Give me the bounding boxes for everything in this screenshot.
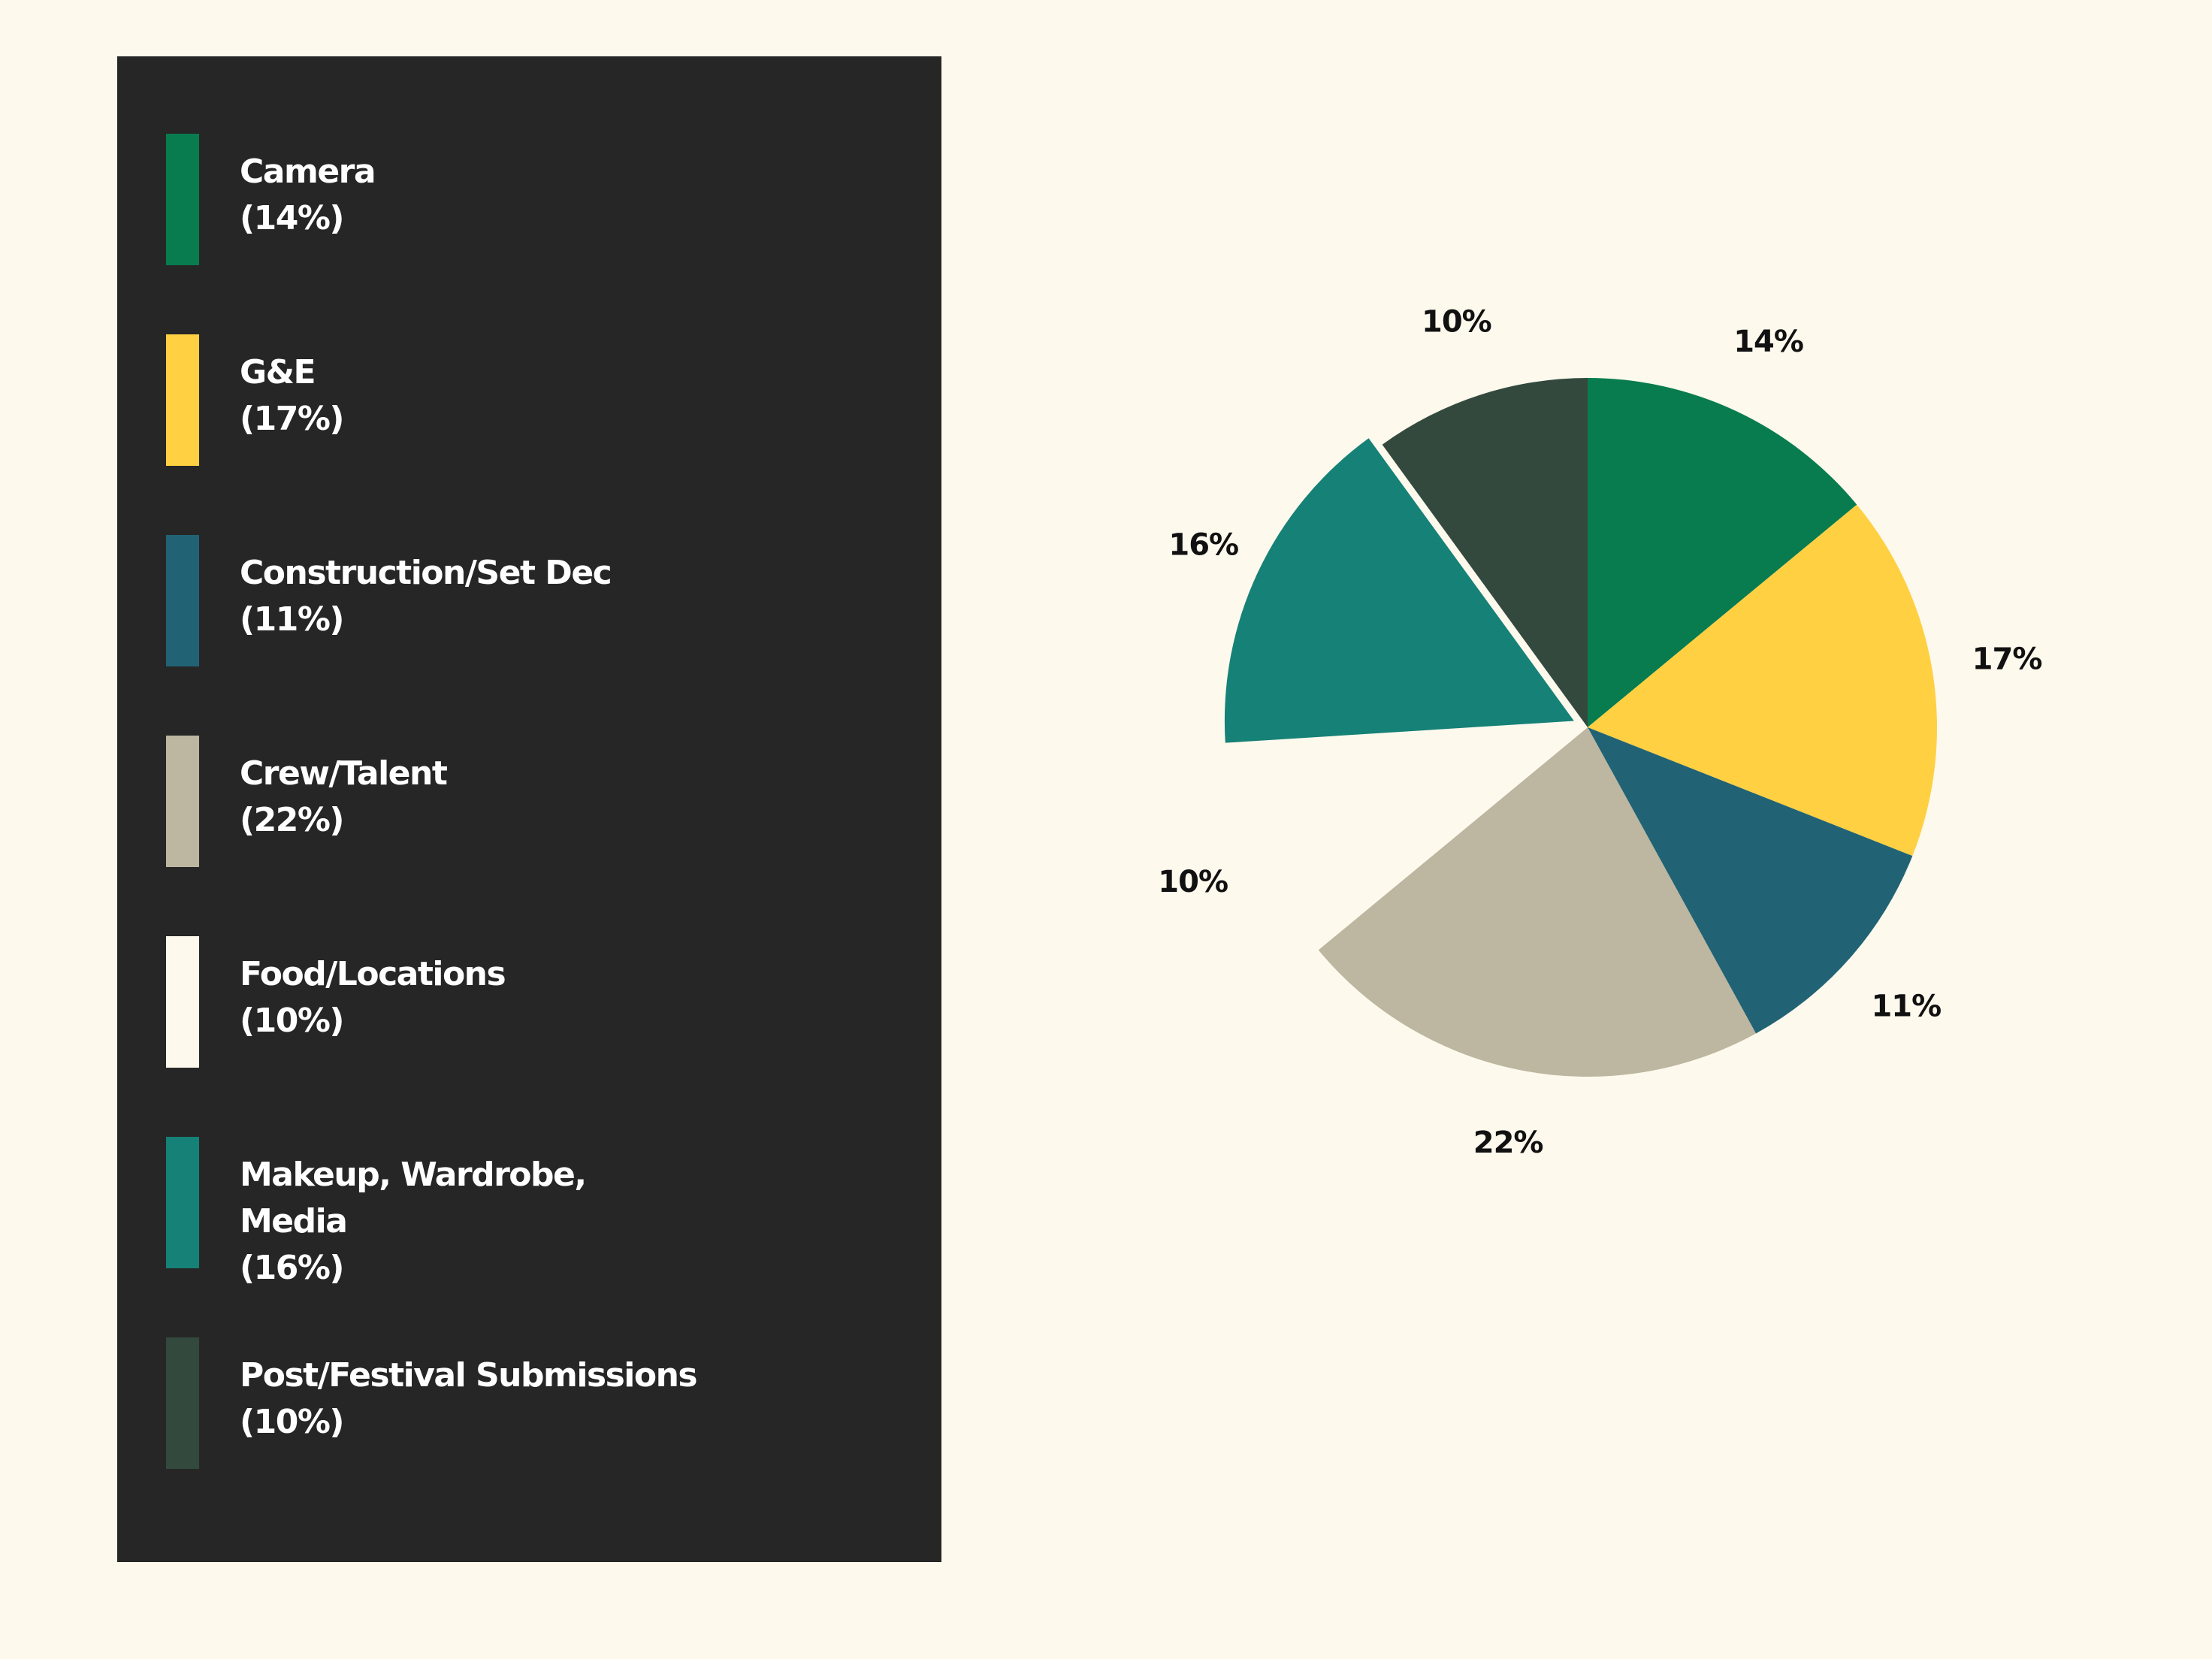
legend-label: G&E (17%) — [240, 349, 901, 443]
legend-percent: (11%) — [240, 600, 345, 639]
legend-percent: (10%) — [240, 1403, 345, 1441]
legend-panel: Camera (14%) G&E (17%) Construction/Set Dec(… — [117, 56, 941, 1562]
legend-label: Camera (14%) — [240, 149, 901, 242]
pie-slice-g-e — [1588, 504, 1937, 857]
pie-slice-makeup-wardrobe-media — [1224, 438, 1574, 743]
legend-swatch-post-festival-submissions — [166, 1337, 199, 1469]
data-label-post-festival-submissions: 10% — [1422, 305, 1491, 340]
data-label-food-locations: 10% — [1158, 865, 1228, 899]
legend-percent: (10%) — [240, 1002, 345, 1040]
data-label-makeup-wardrobe-media: 16% — [1168, 527, 1238, 562]
legend-label: Crew/Talent (22%) — [240, 751, 901, 844]
pie-slice-post-festival-submissions — [1382, 378, 1588, 727]
legend-label: Construction/Set Dec (11%) — [240, 550, 901, 643]
legend-swatch-food-locations — [166, 936, 199, 1068]
legend-item-food-locations: Food/Locations (10%) — [117, 936, 941, 1068]
legend-item-construction-set-dec: Construction/Set Dec (11%) — [117, 535, 941, 666]
pie-slice-construction-set-dec — [1588, 727, 1913, 1034]
legend-item-post-festival-submissions: Post/Festival Submissions (10%) — [117, 1337, 941, 1469]
legend-swatch-construction-set-dec — [166, 535, 199, 666]
legend-percent: (14%) — [240, 199, 345, 237]
legend-label: Post/Festival Submissions (10%) — [240, 1352, 901, 1446]
legend-swatch-makeup-wardrobe-media — [166, 1137, 199, 1268]
legend-swatch-g-e — [166, 334, 199, 466]
legend-percent: (16%) — [240, 1249, 345, 1287]
legend-item-g-e: G&E (17%) — [117, 334, 941, 466]
data-label-construction-set-dec: 11% — [1871, 990, 1941, 1024]
legend-swatch-camera — [166, 134, 199, 265]
data-label-g-e: 17% — [1972, 642, 2042, 677]
legend-label: Food/Locations (10%) — [240, 951, 901, 1044]
data-label-camera: 14% — [1733, 325, 1803, 359]
legend-item-camera: Camera (14%) — [117, 134, 941, 265]
legend-item-makeup-wardrobe-media: Makeup, Wardrobe, Media (16%) — [117, 1137, 941, 1287]
data-label-crew-talent: 22% — [1473, 1126, 1543, 1160]
pie-slice-food-locations — [1238, 727, 1588, 950]
legend-item-crew-talent: Crew/Talent (22%) — [117, 736, 941, 867]
legend-percent: (17%) — [240, 400, 345, 438]
legend-swatch-crew-talent — [166, 736, 199, 867]
pie-slice-camera — [1588, 378, 1857, 727]
legend-label: Makeup, Wardrobe, Media (16%) — [240, 1152, 901, 1292]
pie-slice-crew-talent — [1318, 727, 1757, 1077]
legend-percent: (22%) — [240, 801, 345, 839]
